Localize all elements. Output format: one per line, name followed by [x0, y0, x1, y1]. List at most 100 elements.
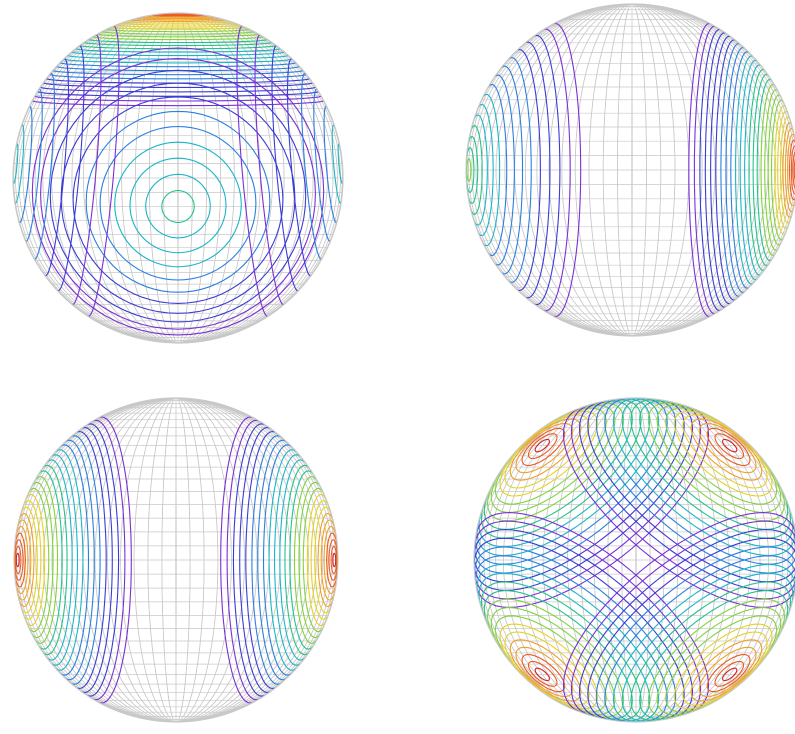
longitude-line [607, 398, 665, 722]
contour-ring [595, 398, 795, 574]
longitude-line [107, 398, 245, 722]
contour-ring [79, 44, 277, 50]
contour-ring [49, 73, 307, 80]
contour-ring [310, 500, 331, 620]
contour-ring [30, 481, 54, 639]
contour-ring [88, 25, 120, 317]
contour-ring [534, 667, 550, 682]
contour-ring [38, 470, 63, 650]
contour-ring [306, 493, 328, 627]
contour-ring [51, 454, 79, 666]
contour-ring [93, 419, 126, 701]
longitude-line [504, 4, 760, 336]
contour-ring [45, 459, 73, 661]
contour-ring [698, 646, 757, 698]
contour-ring [501, 65, 524, 275]
contour-ring [114, 141, 242, 268]
contour-ring [475, 555, 668, 722]
contour-ring [570, 405, 795, 600]
contour-lines [14, 416, 338, 704]
contour-ring [76, 430, 107, 690]
contour-ring [504, 414, 590, 489]
contour-ring [604, 398, 795, 565]
longitude-line [35, 398, 317, 722]
contour-ring [656, 607, 782, 716]
contour-lines [474, 398, 795, 722]
contour-ring [116, 24, 240, 28]
contour-ring [699, 28, 722, 312]
contour-ring [286, 57, 312, 277]
contour-ring [34, 95, 322, 102]
contour-ring [792, 151, 795, 189]
contour-ring [59, 62, 297, 68]
longitude-line [471, 4, 793, 336]
longitude-line [42, 398, 310, 722]
contour-ring [72, 96, 284, 304]
longitude-line [71, 13, 285, 343]
longitude-line [476, 398, 795, 722]
contour-ring [14, 525, 29, 595]
contour-lines [466, 22, 795, 318]
contour-ring [774, 105, 787, 235]
contour-ring [88, 39, 268, 44]
contour-ring [714, 660, 745, 687]
contour-ring [262, 444, 292, 676]
contour-ring [330, 545, 338, 575]
contour-ring [49, 69, 307, 323]
longitude-line [147, 398, 205, 722]
longitude-line [502, 398, 770, 722]
contour-ring [673, 623, 773, 710]
contour-ring [99, 125, 257, 281]
contour-ring [735, 55, 753, 285]
contour-ring [293, 476, 319, 644]
contour-ring [690, 639, 763, 702]
contour-ring [543, 28, 571, 312]
contour-ring [630, 398, 792, 539]
contour-ring [730, 51, 749, 289]
contour-ring [83, 41, 273, 47]
contour-ring [27, 487, 50, 633]
contour-ring [326, 532, 338, 588]
longitude-line [481, 4, 783, 336]
contour-ring [612, 398, 795, 557]
contour-ring [130, 19, 226, 22]
contour-ring [323, 525, 338, 595]
contour-ring [760, 83, 776, 257]
longitude-line [161, 398, 191, 722]
contour-ring [239, 426, 270, 694]
contour-ring [289, 470, 314, 650]
contour-ring [220, 416, 254, 704]
contour-ring [472, 114, 488, 226]
contour-ring [120, 22, 236, 26]
longitude-line [18, 13, 338, 343]
longitude-line [13, 13, 343, 343]
contour-ring [284, 464, 311, 656]
longitude-line [148, 13, 208, 343]
contour-ring [271, 45, 299, 292]
sphere-outline [465, 3, 795, 337]
contour-ring [690, 418, 763, 481]
contour-ring [698, 422, 757, 474]
contour-ring [111, 26, 245, 30]
contour-ring [313, 88, 332, 242]
contour-ring [748, 69, 766, 271]
contour-ring [673, 410, 773, 497]
contour-ring [720, 43, 741, 297]
contour-ring [477, 103, 494, 237]
contour-ring [770, 99, 785, 241]
sphere-outline [473, 397, 795, 723]
contour-ring [42, 82, 314, 88]
contour-ring [251, 435, 283, 685]
contour-ring [320, 519, 337, 601]
longitude-line [524, 4, 740, 336]
contour-ring [725, 46, 745, 294]
contour-ring [764, 89, 779, 251]
contour-ring [41, 464, 68, 656]
contour-ring [782, 122, 793, 218]
contour-ring [682, 414, 768, 489]
contour-ring [317, 512, 336, 608]
contour-ring [487, 83, 508, 257]
contour-ring [14, 545, 22, 575]
contour-ring [16, 512, 35, 608]
contour-ring [337, 143, 343, 184]
